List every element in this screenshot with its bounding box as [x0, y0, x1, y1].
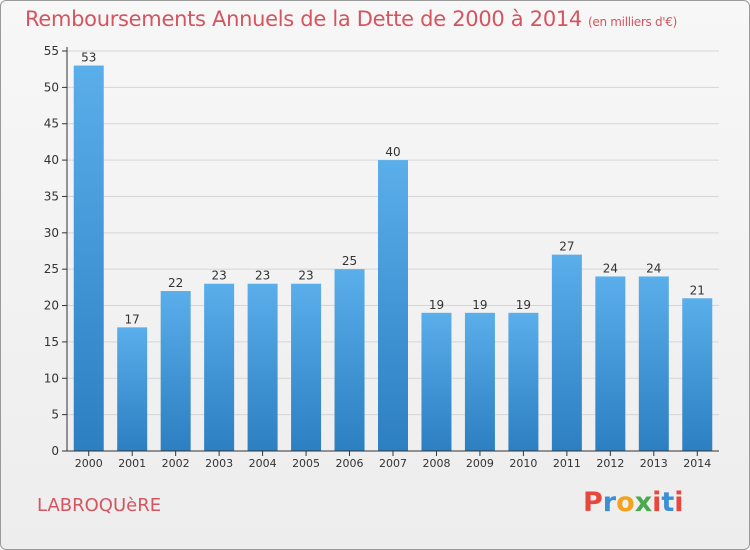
chart-title-text: Remboursements Annuels de la Dette de 20… — [25, 7, 582, 31]
x-tick-label: 2006 — [336, 457, 364, 470]
logo-letter: o — [616, 487, 635, 518]
y-tick-label: 55 — [44, 44, 59, 58]
bar-value-label: 24 — [603, 261, 618, 275]
bars — [73, 65, 713, 451]
bar-value-label: 40 — [385, 145, 400, 159]
bar — [378, 160, 408, 451]
bar — [247, 283, 278, 451]
bar — [334, 269, 365, 451]
x-tick-label: 2008 — [422, 457, 450, 470]
bar — [160, 291, 191, 451]
axes — [62, 47, 719, 456]
proxiti-logo[interactable]: Proxiti — [583, 487, 684, 518]
x-tick-label: 2002 — [162, 457, 190, 470]
bar-value-label: 21 — [690, 283, 705, 297]
bar — [464, 312, 495, 451]
x-tick-label: 2013 — [640, 457, 668, 470]
bar — [204, 283, 235, 451]
bar-value-label: 19 — [429, 298, 444, 312]
y-tick-label: 15 — [44, 335, 59, 349]
bar-value-label: 19 — [516, 298, 531, 312]
y-tick-label: 50 — [44, 80, 59, 94]
x-tick-label: 2014 — [683, 457, 711, 470]
x-tick-label: 2005 — [292, 457, 320, 470]
logo-letter: t — [661, 487, 675, 518]
bar-value-label: 17 — [125, 312, 140, 326]
y-tick-label: 10 — [44, 371, 59, 385]
labels: 0 5 10 15 20 25 30 35 40 45 50 55 53 2000 17 2001 22 2002… — [44, 44, 712, 470]
bar — [291, 283, 322, 451]
bar-value-label: 27 — [559, 240, 574, 254]
y-tick-label: 40 — [44, 153, 59, 167]
bar-value-label: 23 — [255, 269, 270, 283]
bar-value-label: 53 — [81, 51, 96, 65]
chart-title: Remboursements Annuels de la Dette de 20… — [25, 7, 677, 31]
bar-value-label: 22 — [168, 276, 183, 290]
y-tick-label: 0 — [51, 444, 59, 458]
bar — [117, 327, 148, 451]
y-tick-label: 5 — [51, 408, 59, 422]
bar — [508, 312, 539, 451]
bar — [595, 276, 626, 451]
y-tick-label: 35 — [44, 189, 59, 203]
commune-name: LABROQUèRE — [37, 495, 162, 516]
x-tick-label: 2007 — [379, 457, 407, 470]
logo-letter: i — [674, 487, 684, 518]
y-tick-label: 45 — [44, 117, 59, 131]
logo-letter: i — [652, 487, 662, 518]
bar-value-label: 19 — [472, 298, 487, 312]
x-tick-label: 2009 — [466, 457, 494, 470]
bar — [638, 276, 669, 451]
logo-letter: x — [634, 487, 653, 518]
bar — [551, 254, 582, 451]
bar-value-label: 23 — [298, 269, 313, 283]
x-tick-label: 2003 — [205, 457, 233, 470]
logo-letter: r — [602, 487, 617, 518]
y-tick-label: 20 — [44, 299, 59, 313]
x-tick-label: 2001 — [118, 457, 146, 470]
x-tick-label: 2004 — [249, 457, 277, 470]
chart-unit: (en milliers d'€) — [588, 15, 678, 29]
y-tick-label: 30 — [44, 226, 59, 240]
bar-value-label: 24 — [646, 261, 661, 275]
bar — [73, 65, 104, 451]
bar-value-label: 25 — [342, 254, 357, 268]
bar-value-label: 23 — [211, 269, 226, 283]
bar — [682, 298, 713, 451]
x-tick-label: 2012 — [596, 457, 624, 470]
logo-letter: P — [583, 487, 603, 518]
x-tick-label: 2000 — [75, 457, 103, 470]
bar — [421, 312, 452, 451]
y-tick-label: 25 — [44, 262, 59, 276]
x-tick-label: 2011 — [553, 457, 581, 470]
x-tick-label: 2010 — [509, 457, 537, 470]
